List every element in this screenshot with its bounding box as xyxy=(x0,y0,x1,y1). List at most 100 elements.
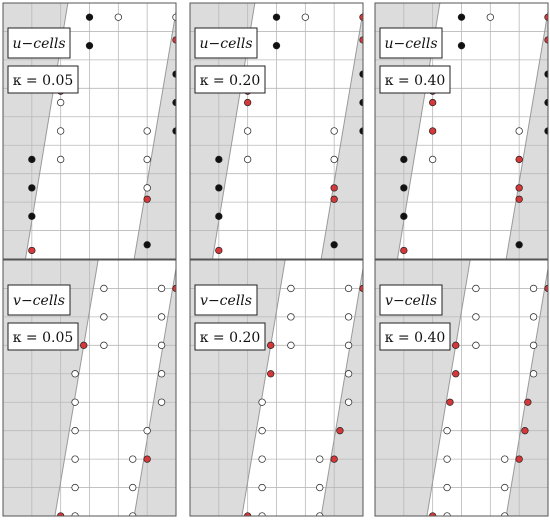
kappa-label-box: κ = 0.40 xyxy=(379,65,451,94)
cut-cell-point xyxy=(359,13,363,21)
panel-1: u−cells κ = 0.05 xyxy=(2,2,177,260)
filled-cell-point xyxy=(272,13,281,21)
open-cell-point xyxy=(71,512,79,516)
open-cell-point xyxy=(143,155,151,164)
open-cell-point xyxy=(157,284,166,293)
open-cell-point xyxy=(529,341,538,349)
panel-3: u−cells κ = 0.40 xyxy=(374,2,549,260)
cut-cell-point xyxy=(215,246,223,255)
open-cell-point xyxy=(258,512,266,516)
open-cell-point xyxy=(316,455,324,463)
filled-cell-point xyxy=(400,212,408,220)
open-cell-point xyxy=(344,341,353,349)
cut-cell-point xyxy=(336,427,344,435)
fluid-region xyxy=(241,260,363,516)
cut-cell-point xyxy=(515,195,523,203)
cut-cell-point xyxy=(452,370,460,378)
interface-line xyxy=(426,260,471,516)
panel-border xyxy=(2,259,177,517)
open-cell-point xyxy=(71,455,79,463)
cut-cell-point xyxy=(267,341,275,349)
cut-cell-point xyxy=(429,512,437,516)
open-cell-point xyxy=(129,483,137,492)
panel-2: u−cells κ = 0.20 xyxy=(189,2,364,260)
open-cell-point xyxy=(316,512,324,516)
open-cell-point xyxy=(344,370,353,378)
open-cell-point xyxy=(429,155,437,164)
filled-cell-point xyxy=(85,42,94,50)
open-cell-point xyxy=(258,398,266,406)
filled-cell-point xyxy=(215,212,223,220)
interface-line xyxy=(241,260,286,516)
cut-cell-point xyxy=(244,98,252,107)
cut-cell-point xyxy=(80,341,88,349)
filled-cell-point xyxy=(359,70,363,78)
open-cell-point xyxy=(143,427,151,435)
cut-cell-point xyxy=(267,370,275,378)
open-cell-point xyxy=(287,284,295,293)
open-cell-point xyxy=(330,155,338,164)
panel-border xyxy=(189,2,364,260)
open-cell-point xyxy=(258,483,266,492)
cut-cell-point xyxy=(544,284,548,293)
filled-cell-point xyxy=(457,13,466,21)
open-cell-point xyxy=(129,455,137,463)
open-cell-point xyxy=(57,155,65,164)
cut-cell-point xyxy=(544,13,548,21)
cut-cell-point xyxy=(521,427,529,435)
filled-cell-point xyxy=(544,70,548,78)
open-cell-point xyxy=(71,398,79,406)
open-cell-point xyxy=(501,483,509,492)
open-cell-point xyxy=(486,13,494,21)
open-cell-point xyxy=(157,313,166,321)
cells-label: u−cells xyxy=(384,36,437,52)
open-cell-point xyxy=(157,398,166,406)
cut-cell-point xyxy=(28,246,36,255)
open-cell-point xyxy=(258,427,266,435)
open-cell-point xyxy=(529,313,538,321)
open-cell-point xyxy=(287,313,295,321)
filled-cell-point xyxy=(28,212,36,220)
filled-cell-point xyxy=(143,241,151,249)
cut-cell-point xyxy=(143,455,151,463)
cut-cell-point xyxy=(515,184,523,192)
open-cell-point xyxy=(443,455,451,463)
open-cell-point xyxy=(157,370,166,378)
kappa-label-box: κ = 0.20 xyxy=(194,322,266,351)
open-cell-point xyxy=(501,512,509,516)
open-cell-point xyxy=(443,512,451,516)
cut-cell-point xyxy=(57,512,65,516)
open-cell-point xyxy=(301,13,309,21)
open-cell-point xyxy=(100,341,108,349)
cells-label-box: u−cells xyxy=(379,27,443,59)
open-cell-point xyxy=(344,313,353,321)
panel-canvas xyxy=(3,3,176,259)
filled-cell-point xyxy=(400,155,408,164)
interface-line xyxy=(133,8,176,259)
kappa-label-box: κ = 0.40 xyxy=(379,322,451,351)
cells-label-box: u−cells xyxy=(194,27,258,59)
cells-label-box: v−cells xyxy=(379,284,443,316)
kappa-label: κ = 0.20 xyxy=(200,73,261,89)
open-cell-point xyxy=(529,284,538,293)
open-cell-point xyxy=(330,127,338,135)
filled-cell-point xyxy=(330,241,338,249)
open-cell-point xyxy=(344,284,353,293)
open-cell-point xyxy=(287,341,295,349)
interface-line xyxy=(54,260,99,516)
filled-cell-point xyxy=(400,184,408,192)
cut-cell-point xyxy=(515,155,523,164)
interface-line xyxy=(505,8,548,259)
filled-cell-point xyxy=(359,98,363,107)
open-cell-point xyxy=(316,483,324,492)
kappa-label: κ = 0.05 xyxy=(13,330,74,346)
open-cell-point xyxy=(71,427,79,435)
panel-canvas xyxy=(3,260,176,516)
open-cell-point xyxy=(57,127,65,135)
open-cell-point xyxy=(443,483,451,492)
cut-cell-point xyxy=(446,398,454,406)
cells-label: v−cells xyxy=(385,293,437,309)
cut-cell-point xyxy=(359,284,363,293)
cut-cell-point xyxy=(524,398,532,406)
